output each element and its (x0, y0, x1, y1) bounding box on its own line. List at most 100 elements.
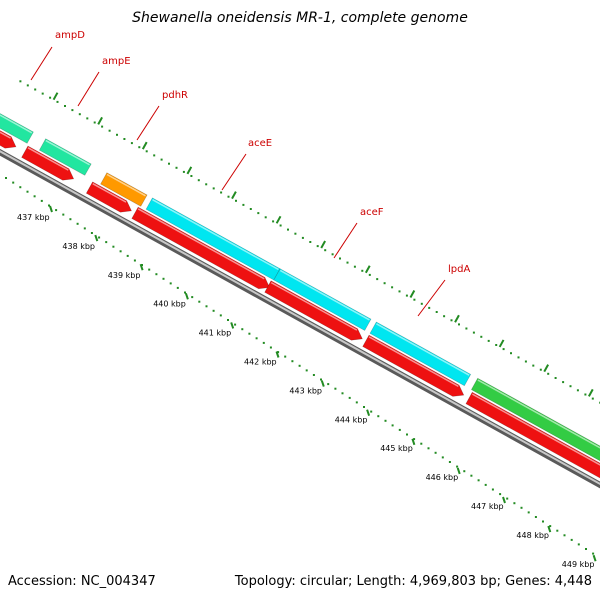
tick-dot (153, 154, 156, 157)
tick-dot (272, 220, 275, 223)
scale-dot (370, 410, 373, 413)
gene-band-ampD (0, 113, 34, 144)
gene-label-lpdA: lpdA (448, 264, 470, 275)
scale-dot (212, 309, 215, 312)
scale-tick (139, 263, 144, 271)
tick-dot (34, 88, 37, 91)
gene-labels: ampD ampE pdhR aceE aceF lpdA (30, 30, 470, 317)
scale-label: 449 kbp (562, 560, 595, 569)
tick-dot (524, 360, 527, 363)
scale-dot (227, 319, 229, 321)
cds-arrow-6 (362, 334, 465, 397)
scale-dot (563, 534, 566, 537)
scale-dot (198, 300, 201, 303)
tick-dot (458, 323, 460, 326)
scale-dot (298, 364, 301, 367)
tick-dot (86, 117, 89, 120)
tick-dot (249, 208, 252, 210)
scale-dot (62, 213, 65, 216)
tick-dot (182, 170, 185, 173)
gene-label-ampE: ampE (102, 56, 131, 67)
tick-dot (331, 253, 334, 256)
tick-dot (56, 100, 59, 103)
scale-dot (420, 442, 423, 445)
scale-dot (40, 199, 43, 202)
scale-tick (230, 322, 235, 329)
scale-label: 446 kbp (426, 473, 459, 482)
scale-dot (327, 383, 330, 386)
tick-dot (309, 241, 312, 243)
tick-dot (569, 385, 572, 388)
tick-dot (383, 282, 386, 285)
tick-dot (123, 138, 126, 140)
scale-dot (477, 479, 480, 482)
major-tick (364, 265, 371, 274)
map-title: Shewanella oneidensis MR-1, complete gen… (132, 10, 468, 26)
gene-tracks (0, 113, 600, 489)
scale-dot (320, 378, 322, 381)
gene-band-aceF (273, 268, 372, 331)
leader-line-aceE (221, 153, 247, 191)
tick-dot (376, 278, 379, 281)
scale-dot (527, 511, 530, 514)
cds-arrow-3-shine (92, 183, 127, 203)
scale-label: 438 kbp (62, 242, 95, 251)
scale-dot (570, 538, 573, 541)
tick-dot (539, 368, 542, 371)
tick-dot (472, 331, 475, 334)
scale-label: 445 kbp (380, 444, 413, 453)
scale-dot (5, 177, 7, 179)
tick-dot (78, 113, 81, 116)
major-tick (454, 314, 460, 323)
tick-dot (220, 191, 223, 194)
scale-dot (377, 415, 380, 418)
gene-band-pdhR-shine (106, 173, 146, 197)
gene-band-pdhR (100, 172, 148, 207)
scale-dot (12, 181, 15, 184)
scale-dot (119, 250, 122, 253)
scale-dot (155, 273, 158, 276)
leader-line-pdhR (136, 105, 160, 141)
scale-label: 444 kbp (335, 415, 368, 424)
tick-dot (361, 269, 364, 272)
scale-dot (234, 323, 237, 326)
scale-dot (592, 552, 595, 555)
scale-dot (448, 461, 451, 463)
tick-dot (197, 179, 200, 182)
scale-dot (312, 374, 315, 376)
outer-tick-marks (19, 80, 600, 404)
major-tick (231, 191, 237, 200)
tick-dot (175, 166, 178, 169)
scale-dot (90, 232, 93, 234)
scale-dot (269, 346, 272, 349)
tick-dot (287, 228, 289, 231)
tick-dot (428, 306, 431, 309)
scale-tick (547, 525, 552, 533)
major-tick (498, 339, 505, 348)
scale-dot (456, 465, 459, 468)
gene-band-next-shine (477, 379, 600, 449)
major-tick (97, 116, 103, 125)
tick-dot (138, 146, 141, 149)
tick-dot (41, 92, 44, 95)
scale-dot (427, 447, 430, 450)
scale-dot (19, 186, 22, 189)
scale-dot (33, 195, 36, 198)
gene-band-ampE (38, 138, 92, 176)
tick-dot (435, 311, 438, 313)
major-tick (587, 388, 594, 397)
tick-dot (584, 393, 587, 396)
tick-dot (19, 80, 22, 83)
tick-dot (591, 397, 594, 400)
tick-dot (413, 298, 416, 301)
tick-dot (64, 105, 66, 107)
scale-dot (76, 222, 79, 225)
leader-line-ampD (30, 46, 53, 81)
tick-dot (205, 183, 208, 186)
tick-dot (346, 261, 349, 264)
tick-dot (562, 381, 565, 384)
gene-label-ampD: ampD (55, 30, 85, 41)
scale-dot (255, 337, 258, 340)
cds-arrow-5-shine (270, 281, 358, 331)
cds-arrow-4-shine (137, 208, 265, 280)
